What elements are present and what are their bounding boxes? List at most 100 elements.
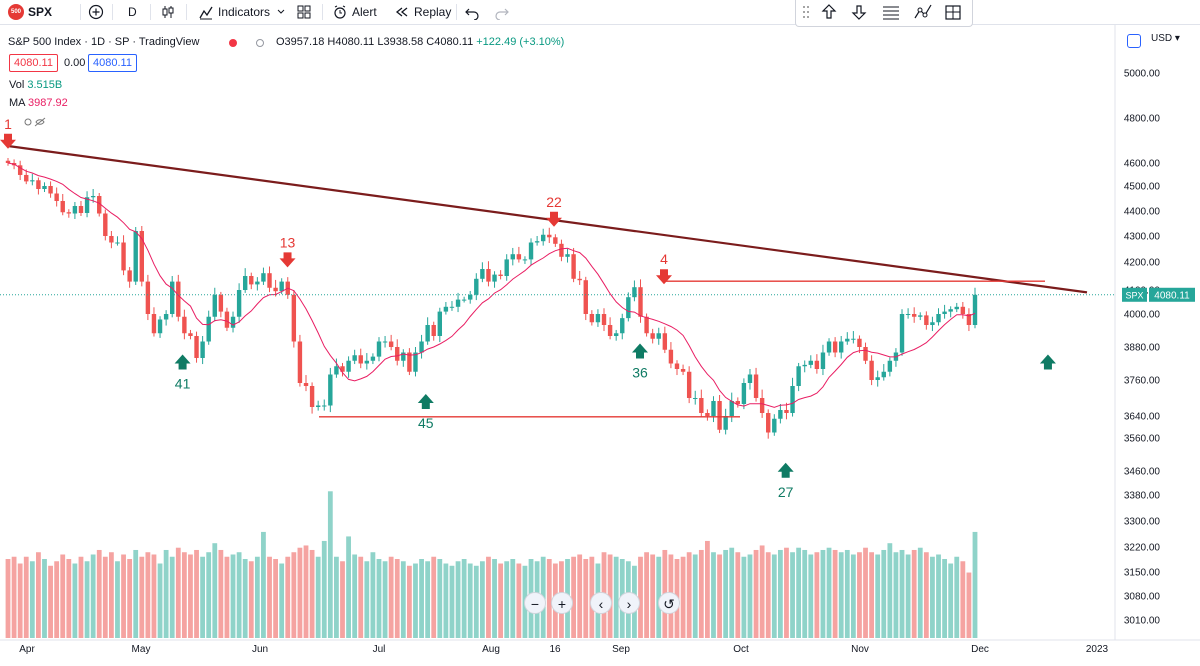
replay-button[interactable]: Replay xyxy=(394,3,451,21)
buy-button[interactable]: 4080.11 xyxy=(88,54,137,72)
add-symbol-button[interactable] xyxy=(88,3,104,21)
indicators-button[interactable]: Indicators xyxy=(198,3,270,21)
measure-tool-button[interactable] xyxy=(942,2,964,22)
undo-button[interactable] xyxy=(464,3,480,21)
candle-body xyxy=(918,315,923,317)
candle xyxy=(212,287,217,322)
volume-bar xyxy=(479,561,485,638)
fib-tool-button[interactable] xyxy=(880,2,902,22)
volume-bar xyxy=(261,531,266,638)
layout-button[interactable] xyxy=(296,3,312,21)
symbol-tag-text: SPX xyxy=(1125,290,1143,300)
candle-body xyxy=(820,352,826,369)
volume-bar xyxy=(735,552,741,638)
legend-header: S&P 500 Index · 1D · SP · TradingView xyxy=(8,36,199,48)
price-tick-label: 4200.00 xyxy=(1124,258,1161,269)
alert-button[interactable]: Alert xyxy=(332,3,377,21)
candle xyxy=(127,267,132,288)
candle-body xyxy=(115,242,120,244)
candle xyxy=(601,308,607,332)
candle xyxy=(407,348,412,376)
volume-bar xyxy=(139,556,145,638)
candle-body xyxy=(334,366,339,375)
candle xyxy=(291,290,297,348)
visibility-toggle[interactable] xyxy=(24,115,48,133)
candle xyxy=(145,274,151,321)
descending-trendline[interactable] xyxy=(7,144,1088,294)
market-dot xyxy=(229,39,237,47)
layout-grid-icon xyxy=(297,5,311,19)
candle xyxy=(170,276,175,318)
candle xyxy=(583,276,588,321)
scroll-right-button[interactable]: › xyxy=(618,592,640,614)
volume-bar xyxy=(437,559,443,638)
chart-type-button[interactable] xyxy=(160,3,176,21)
candle-body xyxy=(601,314,607,325)
candle xyxy=(163,310,169,326)
volume-bar xyxy=(60,554,66,638)
drag-handle[interactable] xyxy=(802,2,824,22)
zoom-out-button[interactable]: − xyxy=(524,592,546,614)
candle-body xyxy=(388,341,394,347)
candle-body xyxy=(595,314,601,323)
candle xyxy=(839,336,844,359)
candle xyxy=(242,268,248,293)
candle xyxy=(364,353,370,370)
candle-body xyxy=(899,314,905,353)
candle-body xyxy=(693,398,698,399)
candle xyxy=(54,187,59,207)
candle-body xyxy=(857,338,862,347)
rewind-icon xyxy=(395,7,408,17)
volume-bar xyxy=(194,549,199,638)
auto-scale-toggle[interactable] xyxy=(1127,34,1141,48)
pattern-tool-button[interactable] xyxy=(912,2,934,22)
candle xyxy=(638,279,643,323)
candle-body xyxy=(905,314,911,315)
candle xyxy=(66,209,72,218)
interval-button[interactable]: D xyxy=(128,3,137,21)
reset-chart-button[interactable]: ↺ xyxy=(658,592,680,614)
undo-icon xyxy=(465,8,479,20)
candle xyxy=(711,396,716,423)
symbol-tag xyxy=(1122,287,1147,302)
candle xyxy=(522,256,528,264)
currency-selector[interactable]: USD ▾ xyxy=(1151,33,1180,44)
candle-body xyxy=(826,341,832,353)
candle xyxy=(607,317,613,340)
candle xyxy=(808,355,813,369)
symbol-search[interactable]: 500 SPX xyxy=(8,3,52,21)
candle-body xyxy=(176,281,181,317)
candle-body xyxy=(182,316,187,334)
candle xyxy=(273,279,278,297)
long-position-button[interactable] xyxy=(818,2,840,22)
marker-label: 13 xyxy=(280,234,296,250)
candle-body xyxy=(370,356,376,361)
sell-button[interactable]: 4080.11 xyxy=(9,54,58,72)
candle-body xyxy=(498,274,503,276)
candle-body xyxy=(729,401,734,416)
candle xyxy=(863,342,868,365)
scroll-left-button[interactable]: ‹ xyxy=(590,592,612,614)
buy-signal-marker: 41 xyxy=(174,354,191,392)
volume-bar xyxy=(705,540,710,638)
redo-button[interactable] xyxy=(494,3,510,21)
price-tag xyxy=(1149,287,1195,302)
candle-body xyxy=(72,206,78,214)
short-position-button[interactable] xyxy=(848,2,870,22)
volume-bar xyxy=(364,561,370,638)
candle xyxy=(5,158,11,166)
candle-body xyxy=(626,297,631,319)
volume-bar xyxy=(486,556,491,638)
templates-dropdown[interactable] xyxy=(276,3,286,21)
candles xyxy=(5,158,978,439)
candle-body xyxy=(84,197,90,213)
candle-body xyxy=(516,254,522,260)
candle xyxy=(90,189,96,203)
candle-body xyxy=(30,180,35,182)
volume-bar xyxy=(869,552,875,638)
ruler-box-icon xyxy=(945,5,961,20)
candle-body xyxy=(297,341,303,383)
divider xyxy=(80,4,81,20)
zoom-in-button[interactable]: + xyxy=(551,592,573,614)
